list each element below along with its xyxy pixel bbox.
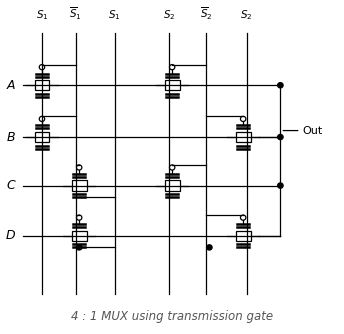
- Bar: [236, 132, 250, 142]
- Text: B: B: [6, 131, 15, 144]
- Bar: [34, 132, 50, 142]
- Text: $\overline{S}_{1}$: $\overline{S}_{1}$: [69, 6, 82, 22]
- Text: $S_{1}$: $S_{1}$: [36, 8, 48, 22]
- Circle shape: [207, 245, 212, 250]
- Bar: [165, 80, 180, 91]
- Bar: [72, 180, 87, 191]
- Bar: [34, 80, 50, 91]
- Text: A: A: [7, 79, 15, 92]
- Circle shape: [76, 245, 82, 250]
- Text: Out: Out: [302, 126, 323, 136]
- Bar: [72, 230, 87, 241]
- Circle shape: [278, 183, 283, 188]
- Text: $\overline{S}_{2}$: $\overline{S}_{2}$: [200, 6, 212, 22]
- Circle shape: [278, 135, 283, 140]
- Text: 4 : 1 MUX using transmission gate: 4 : 1 MUX using transmission gate: [71, 310, 273, 323]
- Bar: [236, 230, 250, 241]
- Text: $S_{2}$: $S_{2}$: [163, 8, 175, 22]
- Text: $S_{2}$: $S_{2}$: [240, 8, 253, 22]
- Text: C: C: [6, 179, 15, 192]
- Bar: [165, 180, 180, 191]
- Text: D: D: [5, 229, 15, 242]
- Text: $S_{1}$: $S_{1}$: [108, 8, 121, 22]
- Circle shape: [278, 83, 283, 88]
